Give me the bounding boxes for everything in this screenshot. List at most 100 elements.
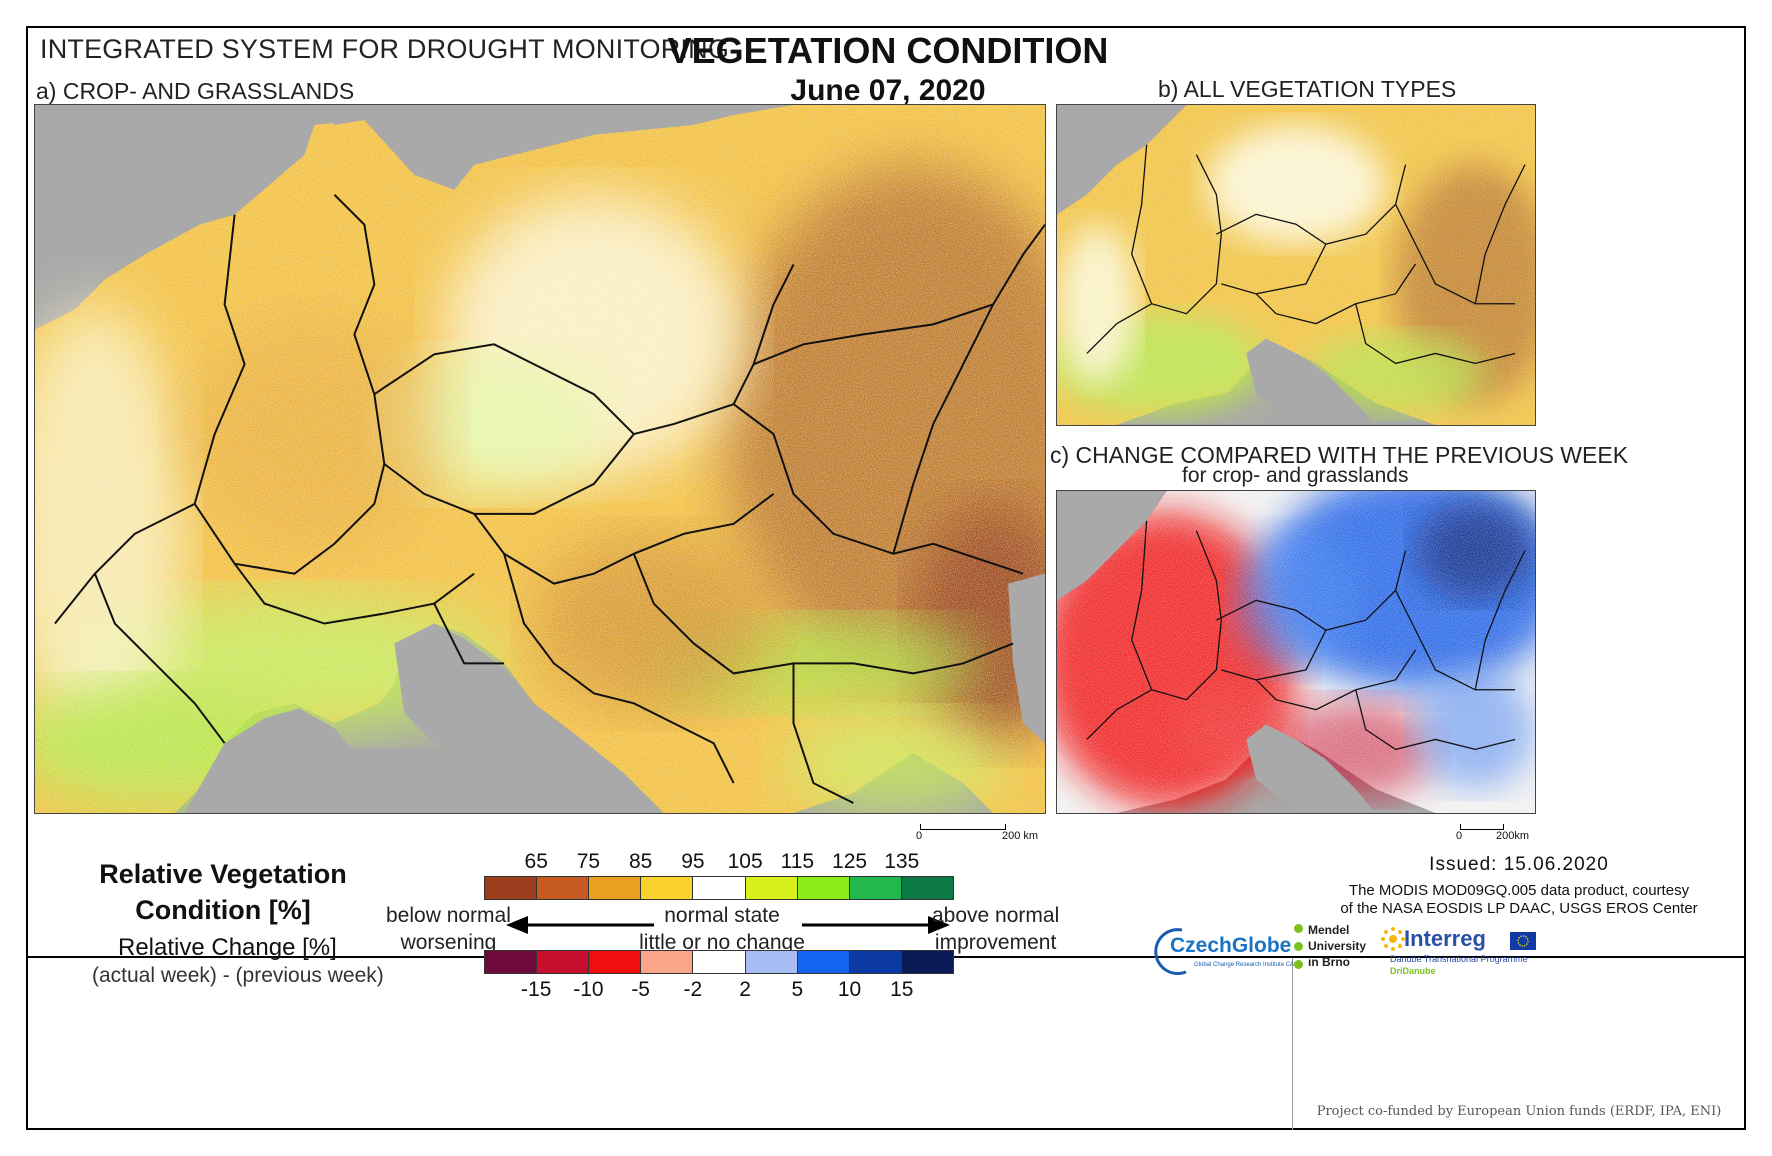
panel-a-map-svg [35,105,1045,813]
panel-c-map-svg [1057,491,1535,813]
data-credit: The MODIS MOD09GQ.005 data product, cour… [1294,882,1744,918]
czechglobe-logo: CzechGlobe Global Change Research Instit… [1152,926,1298,978]
scale-a-left: 0 [916,830,923,842]
change-tick-label: -10 [573,978,604,1001]
mendel-line1: Mendel [1308,923,1350,937]
change-tick-label: -5 [631,978,650,1001]
condition-tick-label: 125 [832,850,868,873]
tyrrhenian-sea [184,708,365,813]
footer-separator [1292,958,1293,1130]
below-line1: below normal [386,904,511,927]
condition-swatch-0 [485,877,538,899]
condition-swatch-1 [537,877,590,899]
normal-line2: little or no change [639,931,805,954]
map-frame: INTEGRATED SYSTEM FOR DROUGHT MONITORING… [26,26,1746,1130]
above-normal-label: above normal improvement [932,902,1059,956]
change-formula: (actual week) - (previous week) [92,964,384,987]
panel-c-sublabel: for crop- and grasslands [1182,464,1409,487]
legend-title: Relative Vegetation Condition [%] [98,856,348,928]
normal-line1: normal state [664,904,780,927]
change-swatch-0 [485,951,538,973]
condition-tick-label: 75 [576,850,601,873]
panel-c-map [1056,490,1536,814]
mendel-dot-icon [1294,924,1303,933]
credit-line1: The MODIS MOD09GQ.005 data product, cour… [1348,882,1690,899]
panel-b-map-svg [1057,105,1535,425]
interreg-sun-icon [1381,927,1405,951]
panel-b-label: b) ALL VEGETATION TYPES [1158,76,1457,102]
change-swatch-7 [849,951,902,973]
eu-flag-icon [1510,932,1536,950]
interreg-logo: Interreg Danube Transnational Programme … [1380,922,1542,982]
system-name: INTEGRATED SYSTEM FOR DROUGHT MONITORING [40,34,730,64]
change-tick-label: 5 [791,978,804,1001]
black-sea [1008,573,1045,744]
change-swatch-5 [745,951,798,973]
change-tick-label: 10 [837,978,862,1001]
czechglobe-name: CzechGlobe [1170,934,1292,957]
condition-swatch-5 [745,877,798,899]
condition-tick-label: 95 [681,850,705,873]
condition-swatch-3 [641,877,694,899]
change-swatch-2 [589,951,642,973]
panel-c-scale-bar: 0 200km [1456,824,1540,850]
interreg-name: Interreg [1404,926,1486,951]
panel-a-scale-bar: 0 200 km [916,824,1048,850]
mendel-dot-icon [1294,942,1303,951]
change-title: Relative Change [%] [118,934,337,961]
scale-c-left: 0 [1456,830,1463,842]
above-line1: above normal [932,904,1060,927]
change-tick-label: 15 [890,978,914,1001]
condition-tick-label: 65 [524,850,548,873]
interreg-sub2: DriDanube [1390,966,1436,976]
issued-date: Issued: 15.06.2020 [1429,854,1609,875]
mendel-logo: Mendel University in Brno [1294,922,1378,978]
change-tick-label: 2 [739,978,751,1001]
adriatic-sea [394,623,659,813]
normal-state-label: normal state little or no change [636,902,808,956]
panel-b-map [1056,104,1536,426]
change-swatch-3 [641,951,694,973]
czechglobe-arc-icon [1154,928,1187,976]
condition-swatch-6 [797,877,850,899]
condition-tick-label: 135 [884,850,920,873]
change-tick-label: -2 [683,978,703,1001]
condition-swatch-2 [589,877,642,899]
right-arrow-icon [802,916,950,934]
scale-a-right: 200 km [1002,830,1039,842]
condition-tick-label: 115 [780,850,815,873]
change-tick-label: -15 [521,978,552,1001]
condition-tick-label: 85 [628,850,653,873]
below-normal-label: below normal worsening [386,902,511,956]
change-swatch-1 [537,951,590,973]
czechglobe-sub: Global Change Research Institute CAS [1194,962,1299,968]
panel-a-label: a) CROP- AND GRASSLANDS [36,78,355,104]
condition-swatch-8 [901,877,953,899]
cofund-note: Project co-funded by European Union fund… [1316,1104,1722,1119]
mendel-line2: University [1308,939,1367,953]
change-swatch-6 [797,951,850,973]
map-title: VEGETATION CONDITION [667,30,1109,71]
land-area [35,105,1045,813]
scale-c-right: 200km [1496,830,1530,842]
panel-c-label: c) CHANGE COMPARED WITH THE PREVIOUS WEE… [1050,442,1629,468]
map-date: June 07, 2020 [790,74,986,107]
interreg-sub1: Danube Transnational Programme [1390,954,1528,964]
legend-title-line1: Relative Vegetation [99,859,347,889]
above-line2: improvement [934,931,1057,954]
change-swatch-4 [693,951,746,973]
credit-line2: of the NASA EOSDIS LP DAAC, USGS EROS Ce… [1340,900,1698,917]
change-colorbar [484,950,954,974]
mendel-line3: in Brno [1308,955,1350,969]
condition-swatch-7 [849,877,902,899]
panel-a-map [34,104,1046,814]
legend-title-line2: Condition [%] [135,895,311,925]
condition-colorbar [484,876,954,900]
change-swatch-8 [901,951,953,973]
country-borders [54,194,1045,804]
left-arrow-icon [506,916,654,934]
mendel-dot-icon [1294,960,1303,969]
condition-swatch-4 [693,877,746,899]
baltic-sea [324,105,475,190]
below-line2: worsening [400,931,497,954]
